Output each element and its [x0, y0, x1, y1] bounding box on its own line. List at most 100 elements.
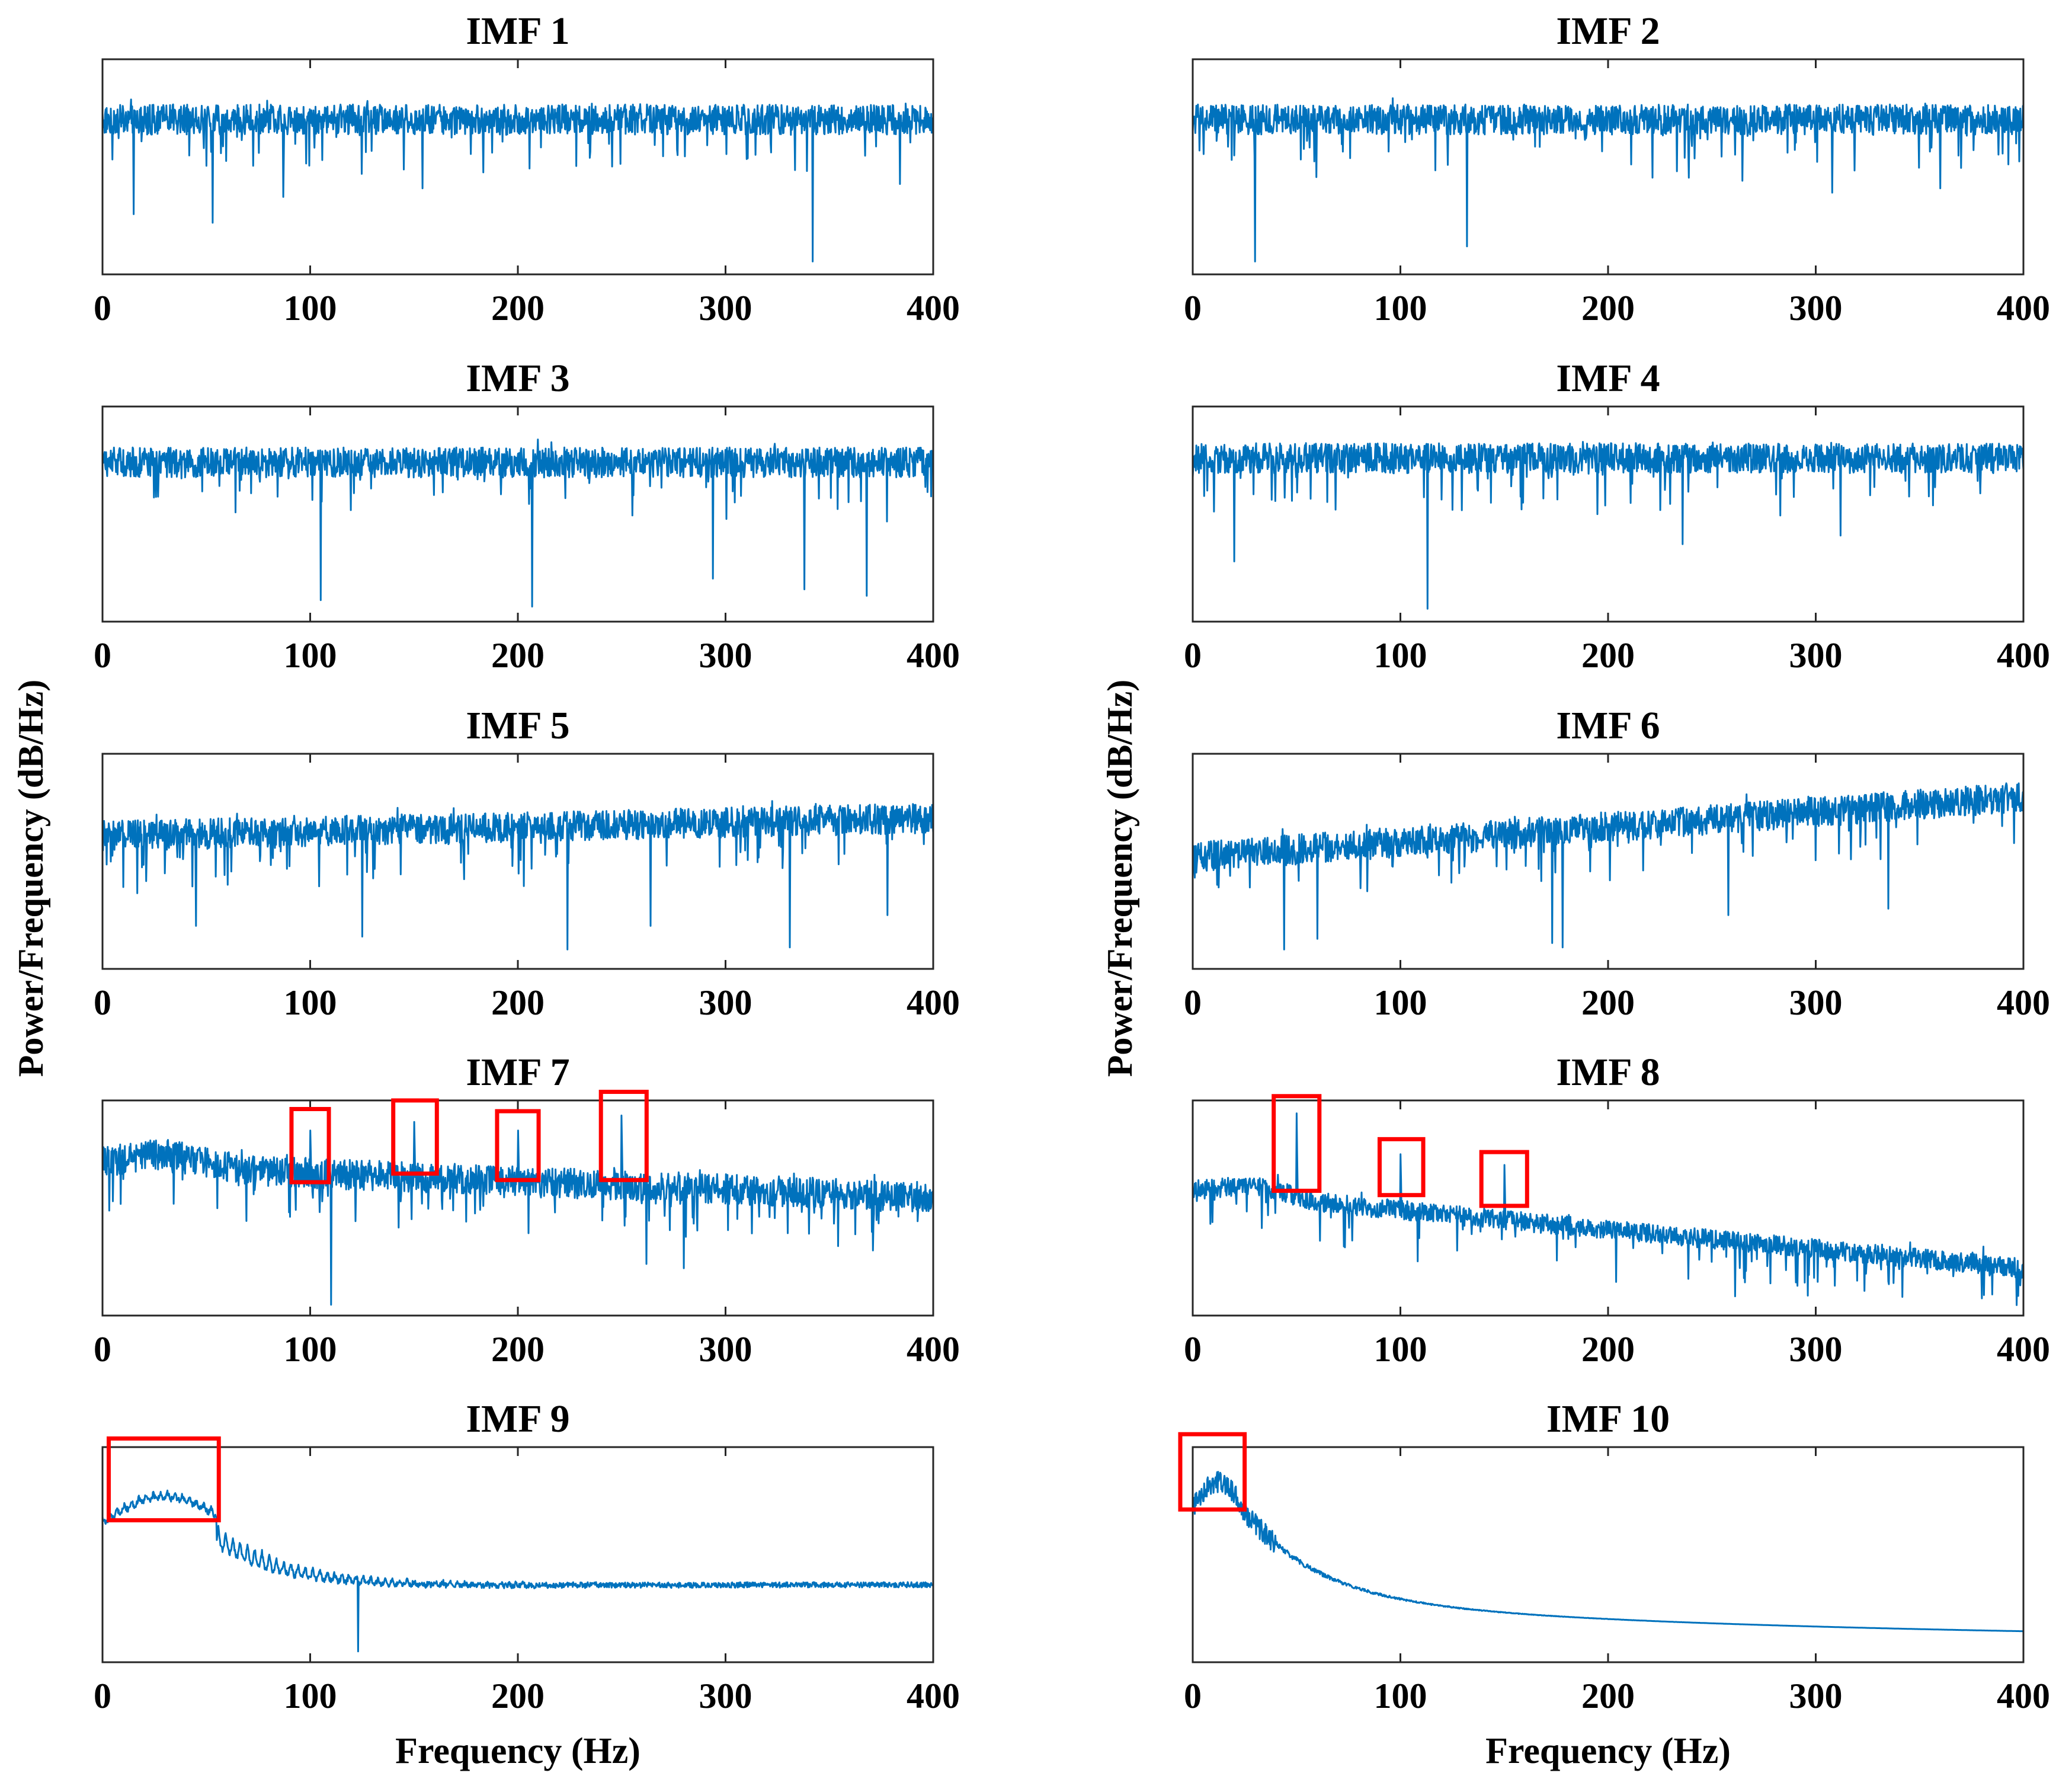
x-tick-label: 300 [1789, 289, 1843, 328]
x-tick-label: 100 [1374, 289, 1427, 328]
x-axis-label: Frequency (Hz) [1485, 1731, 1731, 1771]
highlight-box [1178, 1432, 1247, 1512]
x-tick-label: 0 [94, 983, 111, 1022]
psd-series-line [103, 1489, 933, 1653]
x-tick-label: 400 [1997, 636, 2050, 675]
subplot-10: IMF 10 0 100 200 300 400 Frequency (Hz) [1178, 1397, 2050, 1771]
x-tick-label: 100 [284, 983, 337, 1022]
right-ylabel: Power/Frequency (dB/Hz) [1100, 680, 1139, 1077]
x-tick-label: 300 [699, 1676, 752, 1716]
x-tick-label: 200 [1581, 636, 1635, 675]
left-ylabel-text: Power/Frequency (dB/Hz) [11, 680, 50, 1077]
x-tick-label: 300 [699, 1330, 752, 1369]
x-tick-label: 100 [1374, 983, 1427, 1022]
axes-box [101, 58, 934, 276]
x-tick-label: 0 [94, 289, 111, 328]
subplot-title: IMF 10 [1546, 1397, 1670, 1441]
psd-series-line [103, 439, 933, 608]
subplot-title: IMF 1 [466, 9, 569, 53]
subplot-9: IMF 9 0 100 200 300 400 Frequency (Hz) [94, 1397, 960, 1771]
subplot-4: IMF 4 0 100 200 300 400 [1184, 357, 2050, 675]
highlight-box [1272, 1094, 1322, 1193]
subplot-title: IMF 4 [1556, 357, 1660, 400]
psd-series-line [103, 98, 933, 263]
x-tick-label: 200 [1581, 289, 1635, 328]
subplot-2: IMF 2 0 100 200 300 400 [1184, 9, 2050, 328]
x-tick-label: 100 [1374, 1676, 1427, 1716]
highlight-box [1377, 1137, 1426, 1198]
psd-series-line [103, 800, 933, 951]
x-tick-label: 300 [1789, 636, 1843, 675]
subplot-5: IMF 5 0 100 200 300 400 [94, 704, 960, 1022]
x-tick-label: 200 [491, 983, 545, 1022]
subplot-1: IMF 1 0 100 200 300 400 [94, 9, 960, 328]
subplot-title: IMF 3 [466, 357, 569, 400]
x-tick-label: 0 [94, 1676, 111, 1716]
highlight-box [1479, 1150, 1529, 1208]
x-tick-label: 100 [284, 289, 337, 328]
x-tick-label: 0 [1184, 983, 1202, 1022]
x-tick-label: 0 [94, 636, 111, 675]
x-tick-label: 300 [699, 289, 752, 328]
right-ylabel-text: Power/Frequency (dB/Hz) [1100, 680, 1139, 1077]
x-tick-label: 0 [1184, 1330, 1202, 1369]
x-tick-label: 100 [1374, 1330, 1427, 1369]
subplot-title: IMF 6 [1556, 704, 1660, 747]
x-tick-label: 100 [284, 1676, 337, 1716]
x-tick-label: 100 [1374, 636, 1427, 675]
subplot-title: IMF 7 [466, 1051, 569, 1094]
x-tick-label: 0 [94, 1330, 111, 1369]
x-tick-label: 0 [1184, 636, 1202, 675]
axes-box [1192, 1446, 2025, 1663]
x-tick-label: 300 [699, 636, 752, 675]
psd-series-line [1193, 1112, 2023, 1306]
x-tick-label: 400 [907, 636, 960, 675]
highlight-box [598, 1089, 649, 1182]
left-ylabel: Power/Frequency (dB/Hz) [11, 680, 50, 1077]
x-tick-label: 400 [907, 1330, 960, 1369]
highlight-box [391, 1098, 439, 1176]
psd-series-line [1193, 97, 2023, 263]
x-tick-label: 300 [1789, 1330, 1843, 1369]
highlight-box [289, 1107, 331, 1185]
x-tick-label: 200 [491, 1330, 545, 1369]
subplot-title: IMF 8 [1556, 1051, 1660, 1094]
x-tick-label: 0 [1184, 1676, 1202, 1716]
x-tick-label: 200 [491, 1676, 545, 1716]
subplot-7: IMF 7 0 100 200 300 400 [94, 1051, 960, 1369]
x-tick-label: 200 [491, 289, 545, 328]
psd-series-line [1193, 1471, 2023, 1633]
x-tick-label: 400 [1997, 289, 2050, 328]
subplot-3: IMF 3 0 100 200 300 400 [94, 357, 960, 675]
x-tick-label: 400 [1997, 1330, 2050, 1369]
x-axis-label: Frequency (Hz) [395, 1731, 641, 1771]
subplot-title: IMF 9 [466, 1397, 569, 1441]
x-tick-label: 200 [1581, 1676, 1635, 1716]
x-tick-label: 400 [907, 289, 960, 328]
x-tick-label: 400 [907, 983, 960, 1022]
x-tick-label: 400 [907, 1676, 960, 1716]
subplot-title: IMF 5 [466, 704, 569, 747]
x-tick-label: 200 [1581, 1330, 1635, 1369]
axes-box [101, 405, 934, 623]
psd-series-line [1193, 782, 2023, 951]
subplot-6: IMF 6 0 100 200 300 400 [1184, 704, 2050, 1022]
axes-box [1192, 405, 2025, 623]
x-tick-label: 400 [1997, 983, 2050, 1022]
x-tick-label: 100 [284, 1330, 337, 1369]
axes-box [101, 1446, 934, 1663]
highlight-box [495, 1109, 541, 1182]
x-tick-label: 100 [284, 636, 337, 675]
x-tick-label: 0 [1184, 289, 1202, 328]
x-tick-label: 200 [491, 636, 545, 675]
x-tick-label: 400 [1997, 1676, 2050, 1716]
highlight-box [107, 1436, 221, 1522]
x-tick-label: 300 [699, 983, 752, 1022]
psd-series-line [1193, 441, 2023, 610]
subplot-8: IMF 8 0 100 200 300 400 [1184, 1051, 2050, 1369]
x-tick-label: 300 [1789, 983, 1843, 1022]
x-tick-label: 300 [1789, 1676, 1843, 1716]
subplot-title: IMF 2 [1556, 9, 1660, 53]
